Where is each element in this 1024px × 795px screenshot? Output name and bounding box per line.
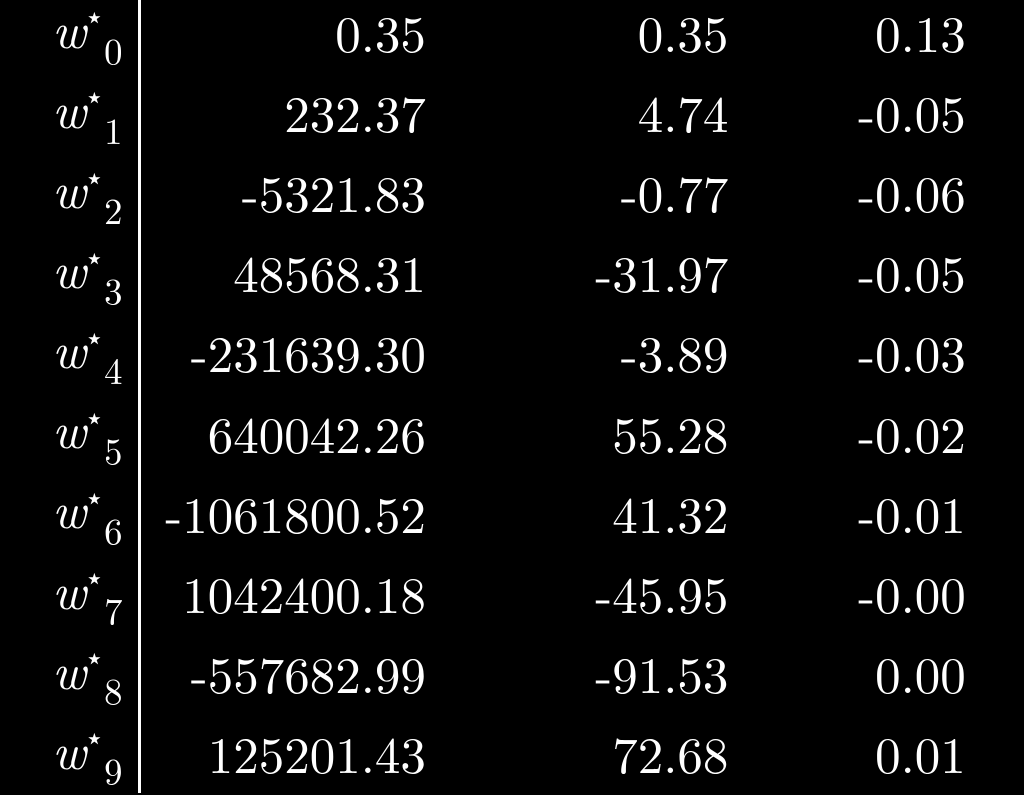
- cell: 640042.26: [140, 392, 450, 472]
- cell: 0.00: [752, 633, 989, 713]
- cell: 0.35: [140, 0, 450, 72]
- row-label: w⋆4: [34, 312, 140, 392]
- cell: 0.13: [752, 0, 989, 72]
- cell: 4.74: [450, 72, 753, 152]
- subscript: 1: [104, 103, 122, 155]
- star-icon: ⋆: [85, 554, 105, 599]
- cell: -231639.30: [140, 312, 450, 392]
- cell: -0.05: [752, 72, 989, 152]
- star-icon: ⋆: [85, 714, 105, 759]
- cell: -5321.83: [140, 152, 450, 232]
- cell: -0.02: [752, 392, 989, 472]
- w-symbol: w: [52, 391, 86, 463]
- table-row: w⋆4 -231639.30 -3.89 -0.03: [34, 312, 990, 392]
- subscript: 8: [104, 663, 122, 715]
- cell: -0.01: [752, 472, 989, 552]
- table-body: w⋆0 0.35 0.35 0.13 w⋆1 232.37 4.74 -0.05…: [34, 0, 990, 793]
- w-symbol: w: [52, 231, 86, 303]
- subscript: 4: [104, 343, 122, 395]
- cell: 1042400.18: [140, 553, 450, 633]
- row-label: w⋆3: [34, 232, 140, 312]
- cell: -0.06: [752, 152, 989, 232]
- row-label: w⋆9: [34, 713, 140, 793]
- table-row: w⋆9 125201.43 72.68 0.01: [34, 713, 990, 793]
- cell: -31.97: [450, 232, 753, 312]
- table-row: w⋆5 640042.26 55.28 -0.02: [34, 392, 990, 472]
- row-label: w⋆7: [34, 553, 140, 633]
- table-row: w⋆6 -1061800.52 41.32 -0.01: [34, 472, 990, 552]
- star-icon: ⋆: [85, 73, 105, 118]
- cell: 72.68: [450, 713, 753, 793]
- cell: 48568.31: [140, 232, 450, 312]
- cell: 232.37: [140, 72, 450, 152]
- cell: 0.01: [752, 713, 989, 793]
- subscript: 9: [104, 743, 122, 795]
- star-icon: ⋆: [85, 0, 105, 38]
- cell: 125201.43: [140, 713, 450, 793]
- subscript: 5: [104, 423, 122, 475]
- subscript: 6: [104, 503, 122, 555]
- subscript: 7: [104, 583, 122, 635]
- subscript: 2: [104, 183, 122, 235]
- star-icon: ⋆: [85, 634, 105, 679]
- star-icon: ⋆: [85, 154, 105, 199]
- row-label: w⋆6: [34, 472, 140, 552]
- w-symbol: w: [52, 712, 86, 784]
- table-row: w⋆2 -5321.83 -0.77 -0.06: [34, 152, 990, 232]
- cell: -45.95: [450, 553, 753, 633]
- w-symbol: w: [52, 311, 86, 383]
- star-icon: ⋆: [85, 314, 105, 359]
- cell: 55.28: [450, 392, 753, 472]
- row-label: w⋆0: [34, 0, 140, 72]
- w-symbol: w: [52, 552, 86, 624]
- coefficients-table: ln λ = −∞ ln λ = −18 ln λ = 0 w⋆0 0.35 0…: [34, 0, 990, 793]
- w-symbol: w: [52, 0, 86, 63]
- cell: -3.89: [450, 312, 753, 392]
- row-label: w⋆1: [34, 72, 140, 152]
- row-label: w⋆5: [34, 392, 140, 472]
- subscript: 0: [104, 23, 122, 75]
- table-row: w⋆3 48568.31 -31.97 -0.05: [34, 232, 990, 312]
- cell: -0.03: [752, 312, 989, 392]
- cell: -0.05: [752, 232, 989, 312]
- row-label: w⋆2: [34, 152, 140, 232]
- table-row: w⋆8 -557682.99 -91.53 0.00: [34, 633, 990, 713]
- w-symbol: w: [52, 471, 86, 543]
- cell: 41.32: [450, 472, 753, 552]
- cell: -1061800.52: [140, 472, 450, 552]
- subscript: 3: [104, 263, 122, 315]
- cell: -0.00: [752, 553, 989, 633]
- w-symbol: w: [52, 632, 86, 704]
- star-icon: ⋆: [85, 474, 105, 519]
- w-symbol: w: [52, 71, 86, 143]
- cell: -0.77: [450, 152, 753, 232]
- cell: -557682.99: [140, 633, 450, 713]
- table-row: w⋆0 0.35 0.35 0.13: [34, 0, 990, 72]
- cell: -91.53: [450, 633, 753, 713]
- star-icon: ⋆: [85, 234, 105, 279]
- row-label: w⋆8: [34, 633, 140, 713]
- table-row: w⋆1 232.37 4.74 -0.05: [34, 72, 990, 152]
- w-symbol: w: [52, 151, 86, 223]
- cell: 0.35: [450, 0, 753, 72]
- star-icon: ⋆: [85, 394, 105, 439]
- table-row: w⋆7 1042400.18 -45.95 -0.00: [34, 553, 990, 633]
